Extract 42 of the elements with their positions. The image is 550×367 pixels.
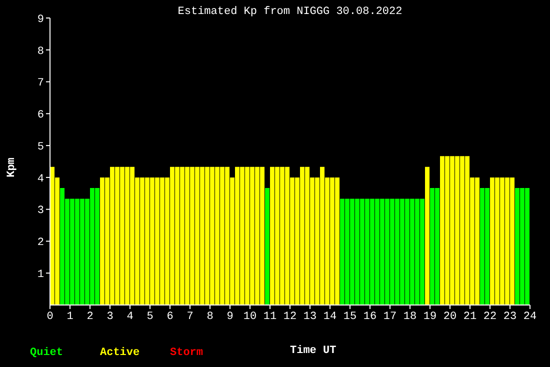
x-tick-label: 16 [363,310,377,323]
y-tick-label: 1 [37,269,44,282]
text: Active [100,347,141,359]
x-tick-label: 20 [443,310,457,323]
x-tick-label: 8 [206,310,214,323]
bar [425,166,430,305]
x-tick-label: 7 [186,310,194,323]
x-tick-label: 13 [303,310,317,323]
x-tick-label: 5 [146,310,154,323]
x-tick-label: 2 [86,310,94,323]
x-tick-label: 24 [523,310,537,323]
x-axis-title: Time UT [290,345,337,357]
legend-label: Storm [170,347,204,359]
x-tick-label: 14 [323,310,337,323]
y-tick-label: 5 [37,141,44,154]
y-tick-label: 9 [37,14,44,26]
x-tick-label: 10 [243,310,257,323]
x-tick-label: 15 [343,310,357,323]
x-tick-label: 17 [383,310,397,323]
x-tick-label: 1 [66,310,74,323]
x-tick-label: 3 [106,310,114,323]
y-tick-label: 8 [37,46,44,58]
x-tick-label: 22 [483,310,497,323]
x-tick-label: 4 [126,310,134,323]
x-tick-label: 21 [463,310,477,323]
y-tick-label: 3 [37,205,44,218]
x-tick-label: 6 [166,310,174,323]
y-tick-label: 7 [37,78,44,90]
y-tick-label: 4 [37,173,44,186]
x-tick-label: 12 [283,310,297,323]
x-tick-label: 19 [423,310,437,323]
x-tick-label: 18 [403,310,417,323]
y-tick-label: 6 [37,110,44,122]
x-tick-label: 9 [226,310,234,323]
x-tick-label: 0 [46,310,54,323]
bar [265,188,270,305]
x-tick-label: 11 [263,310,277,323]
chart-title: Estimated Kp from NIGGG 30.08.2022 [178,6,402,18]
y-tick-label: 2 [37,237,44,250]
text: Quiet [30,347,64,359]
y-axis-title: Kpm [6,157,18,178]
x-tick-label: 23 [503,310,517,323]
